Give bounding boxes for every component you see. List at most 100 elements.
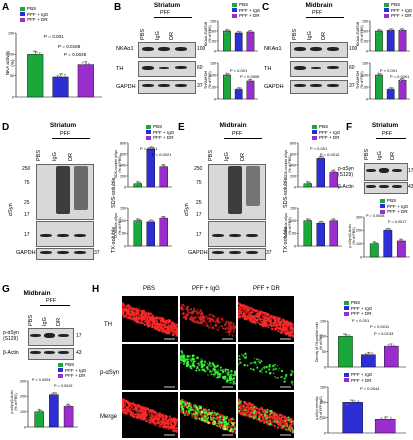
cell-signal — [252, 411, 256, 414]
cell-signal — [232, 330, 235, 334]
cell-signal — [207, 364, 211, 367]
cell-signal — [144, 315, 147, 317]
title-f: Striatum — [371, 122, 399, 129]
cell-signal — [238, 309, 240, 313]
cell-signal — [286, 425, 289, 428]
band — [58, 351, 69, 354]
row-actin-g: β-Actin — [3, 350, 19, 356]
cell-signal — [135, 316, 138, 319]
row-th-b: TH — [116, 66, 124, 72]
lane-dr-c: DR — [321, 32, 327, 40]
data-point — [398, 240, 400, 242]
cell-signal — [284, 374, 288, 377]
cell-signal — [250, 316, 252, 318]
data-point — [82, 61, 84, 64]
cell-signal — [257, 317, 260, 320]
cell-signal — [211, 370, 213, 372]
data-point — [376, 31, 378, 34]
cell-signal — [180, 307, 184, 311]
cell-signal — [128, 413, 131, 415]
band — [294, 47, 306, 51]
cell-signal — [264, 419, 268, 422]
cell-signal — [181, 352, 184, 355]
mw-e-37: 37 — [266, 250, 272, 256]
pff-bar-e — [224, 138, 262, 139]
legend-dr: PFF + DR — [391, 13, 412, 19]
cell-signal — [201, 410, 204, 413]
band — [327, 66, 339, 69]
cell-signal — [174, 428, 177, 430]
p-value-a3: P = 0.0048 — [64, 52, 87, 57]
cell-signal — [251, 319, 254, 321]
data-point — [35, 51, 38, 54]
lane-pbs-d: PBS — [36, 149, 42, 161]
cell-signal — [207, 374, 209, 376]
cell-signal — [159, 317, 162, 320]
bar-pff-igg — [316, 223, 325, 247]
row-nka-c: NKAα1 — [264, 46, 282, 52]
cell-signal — [281, 419, 283, 421]
y-tick-label: 150 — [320, 319, 326, 323]
bar-pbs — [303, 220, 313, 247]
row-gapdh-c: GAPDH — [264, 84, 284, 90]
cell-signal — [226, 377, 229, 380]
cell-signal — [288, 426, 291, 428]
cell-signal — [146, 421, 148, 423]
p-value-a1: P = 0.001 — [44, 34, 64, 39]
band — [30, 334, 41, 337]
cell-signal — [289, 334, 292, 337]
cell-signal — [262, 409, 264, 411]
cell-signal — [213, 375, 215, 377]
cell-signal — [170, 424, 174, 428]
cell-signal — [279, 422, 282, 425]
legend-dr: PFF + DR — [319, 135, 340, 141]
cell-signal — [274, 364, 277, 366]
y-tick-label: 100 — [356, 242, 362, 246]
cell-signal — [152, 316, 154, 318]
cell-signal — [265, 325, 267, 328]
p-value-h-c: P < 0.0133 — [374, 331, 394, 336]
cell-signal — [232, 380, 235, 383]
data-point — [399, 29, 402, 32]
cell-signal — [188, 404, 191, 407]
y-tick-label: 50 — [212, 85, 216, 89]
cell-signal — [188, 411, 191, 414]
cell-signal — [206, 319, 208, 321]
pff-bar-b — [154, 17, 192, 18]
cell-signal — [241, 404, 244, 407]
mw-e-250: 250 — [194, 166, 203, 172]
cell-signal — [254, 309, 257, 311]
cell-signal — [184, 316, 187, 320]
lane-igg-f: IgG — [377, 151, 383, 160]
ylabel-g: p-αSyn/β-Actin (% of PBS) — [10, 390, 18, 414]
cell-signal — [157, 422, 160, 425]
cell-signal — [223, 419, 226, 423]
cell-signal — [130, 412, 133, 415]
legend-dr: PFF + DR — [153, 135, 174, 141]
data-point — [389, 416, 392, 419]
cell-signal — [273, 423, 275, 425]
cell-signal — [232, 328, 235, 331]
cell-signal — [155, 424, 158, 427]
band — [58, 334, 69, 337]
data-point — [400, 239, 403, 241]
lane-igg-d: IgG — [52, 152, 58, 161]
y-tick-label: 800 — [120, 141, 126, 145]
cell-signal — [252, 317, 256, 321]
cell-signal — [136, 412, 138, 414]
cell-signal — [134, 413, 136, 416]
data-point — [236, 31, 239, 34]
cell-signal — [216, 364, 220, 367]
cell-signal — [266, 422, 269, 425]
cell-signal — [218, 417, 220, 419]
cell-signal — [229, 330, 232, 333]
cell-signal — [152, 323, 154, 325]
cell-signal — [280, 414, 284, 417]
cell-signal — [227, 371, 230, 374]
cell-signal — [229, 379, 232, 382]
p-value-a2: P = 0.0168 — [58, 44, 81, 49]
cell-signal — [187, 312, 190, 315]
cell-signal — [244, 356, 247, 359]
cell-signal — [147, 411, 149, 413]
p-value-d-b: P = 0.0021 — [152, 152, 172, 157]
